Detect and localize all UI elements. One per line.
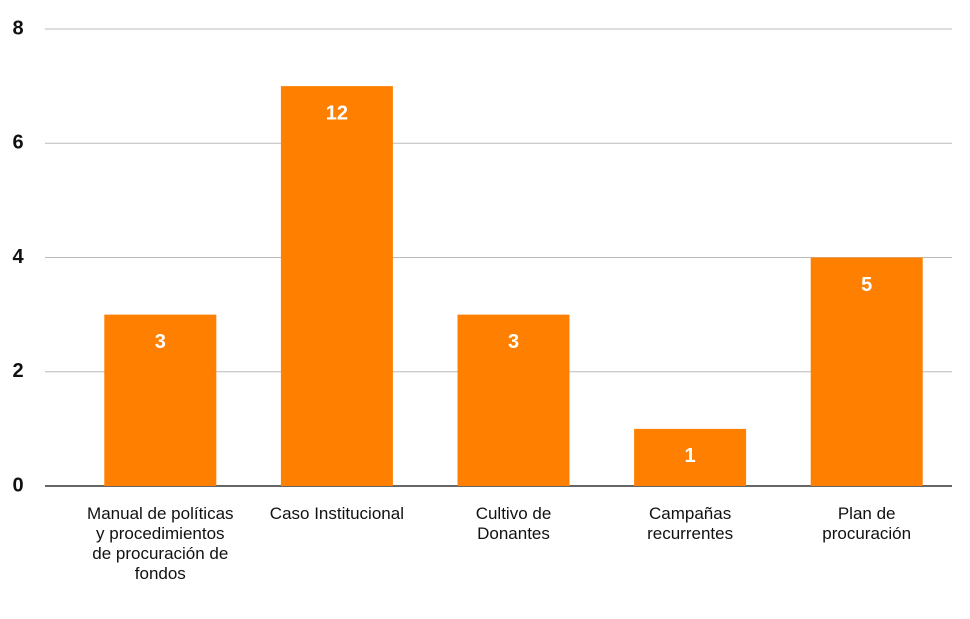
data-label: 5 [861,274,872,296]
y-tick-label: 2 [12,360,23,382]
x-tick-label: Caso Institucional [269,504,404,523]
y-tick-label: 6 [12,132,23,154]
bar [104,314,217,486]
bar [280,86,393,486]
y-tick-label: 0 [12,474,23,496]
data-label: 12 [326,102,348,124]
x-tick-label: Cultivo de Donantes [475,504,552,543]
y-tick-label: 8 [12,17,23,39]
data-label: 3 [155,331,166,353]
y-tick-label: 4 [12,246,24,268]
data-label: 1 [685,445,696,467]
bar [634,428,747,486]
x-tick-label: Manual de políticas y procedimientos de … [87,504,234,583]
bar [457,314,570,486]
bar [810,257,923,486]
x-tick-label: Campañas recurrentes [647,504,734,543]
data-label: 3 [508,331,519,353]
x-tick-label: Plan de procuración [822,504,912,543]
